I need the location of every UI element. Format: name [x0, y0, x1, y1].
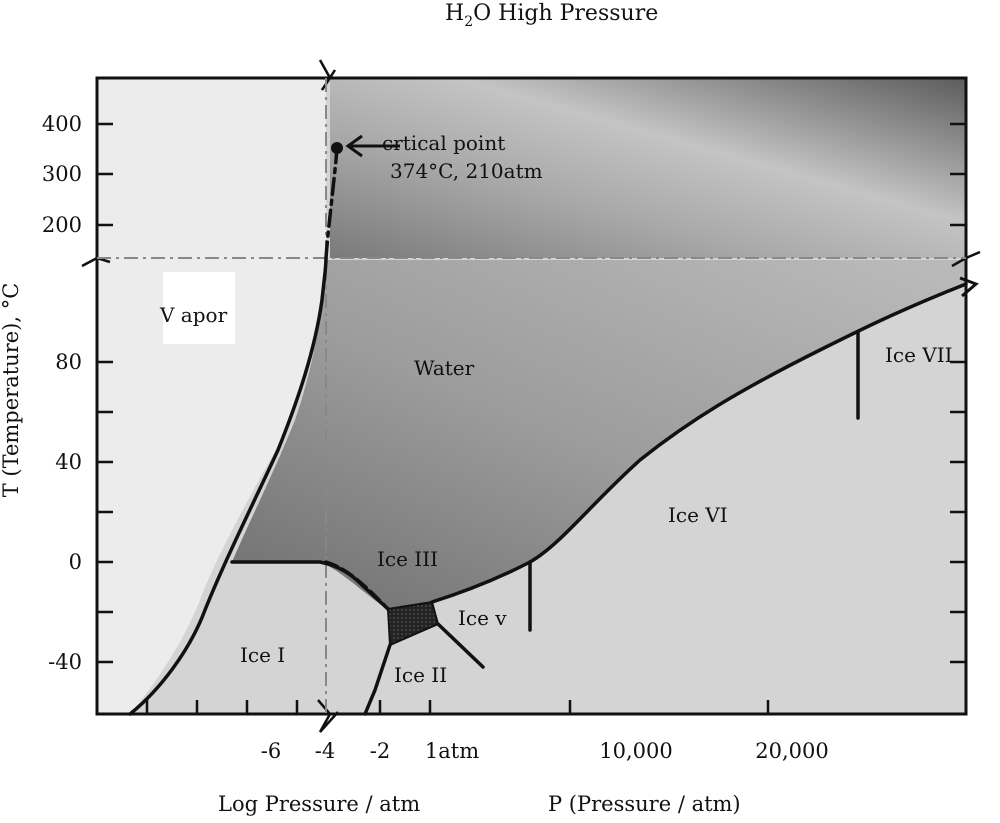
critical-curve — [324, 146, 339, 260]
ice3-water-boundary — [430, 560, 532, 604]
y-tick-label-40: 40 — [55, 450, 82, 474]
water-lower-region — [232, 260, 966, 610]
x-tick-label-minus6: -6 — [261, 739, 281, 763]
x-axis-title-linear: P (Pressure / atm) — [548, 792, 741, 816]
y-tick-label-minus40: -40 — [48, 650, 82, 674]
y-ticks-right — [950, 122, 966, 664]
x-axis-title-log: Log Pressure / atm — [218, 792, 420, 816]
critical-point-marker — [331, 142, 343, 154]
y-tick-label-300: 300 — [42, 162, 82, 186]
region-label-vapor: V apor — [159, 303, 228, 327]
y-tick-label-80: 80 — [55, 350, 82, 374]
water-upper-region — [330, 78, 966, 258]
melting-curve-arrow-icon — [959, 276, 979, 298]
region-label-ice5: Ice v — [458, 606, 507, 630]
x-ticks-bottom — [145, 700, 770, 714]
x-break-bottom — [317, 699, 339, 733]
plot-frame — [95, 76, 968, 716]
region-label-ice6: Ice VI — [668, 503, 728, 527]
y-ticks-left — [97, 122, 113, 664]
title-h: H — [445, 1, 464, 26]
x-tick-label-minus2: -2 — [370, 739, 390, 763]
y-tick-label-400: 400 — [42, 112, 82, 136]
region-label-ice7: Ice VII — [885, 343, 953, 367]
region-label-water: Water — [414, 356, 475, 380]
critical-point-arrow-icon — [345, 134, 363, 158]
x-tick-label-1atm: 1atm — [425, 739, 479, 763]
ice1-water-dashed — [324, 560, 390, 611]
ice5-boundary — [436, 622, 485, 669]
vapor-region — [97, 78, 326, 714]
x-tick-label-20000: 20,000 — [755, 739, 828, 763]
y-tick-label-0: 0 — [69, 550, 82, 574]
phase-boundaries — [128, 146, 968, 716]
ice6-water-boundary — [528, 282, 968, 564]
region-label-ice1: Ice I — [240, 643, 285, 667]
title-sub: 2 — [464, 14, 473, 30]
vapor-boundary — [128, 256, 328, 716]
y-axis-title: T (Temperature), °C — [0, 283, 23, 498]
region-label-ice3: Ice III — [377, 547, 438, 571]
vapor-label-box — [163, 272, 235, 344]
x-tick-label-10000: 10,000 — [599, 739, 672, 763]
x-tick-label-minus4: -4 — [315, 739, 335, 763]
ice2-boundary — [363, 643, 392, 716]
title-rest: O High Pressure — [473, 1, 658, 26]
y-tick-label-200: 200 — [42, 213, 82, 237]
chart-title: H2O High Pressure — [445, 1, 658, 30]
critical-point-label: crtical point — [382, 131, 505, 155]
region-label-ice2: Ice II — [394, 663, 447, 687]
critical-point-detail: 374°C, 210atm — [390, 159, 543, 183]
